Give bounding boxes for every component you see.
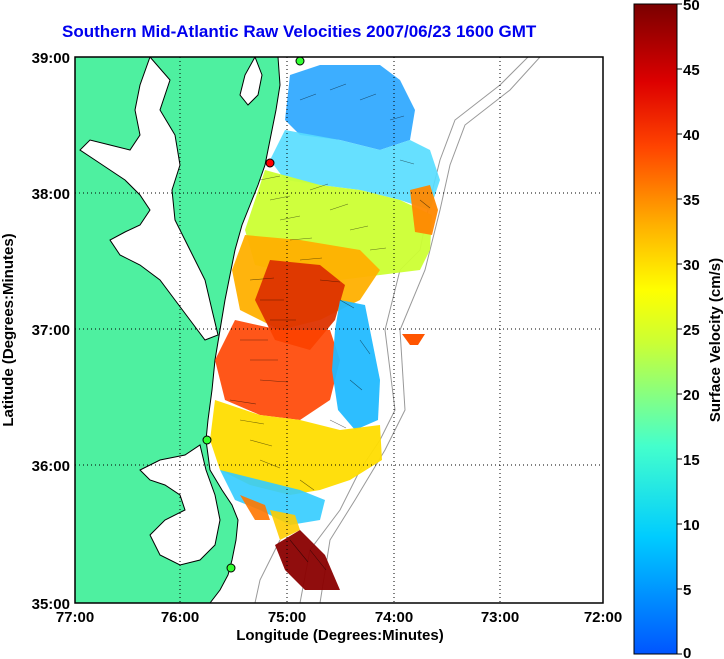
x-axis-label: Longitude (Degrees:Minutes) (236, 627, 444, 644)
colorbar-label: Surface Velocity (cm/s) (707, 258, 724, 422)
colorbar-tick-label: 45 (683, 62, 700, 79)
colorbar-tick-label: 10 (683, 517, 700, 534)
velocity-arrows (229, 83, 431, 571)
x-tick-label: 76:00 (161, 609, 199, 626)
y-tick-label: 36:00 (32, 458, 70, 475)
x-tick-label: 74:00 (375, 609, 413, 626)
x-tick-label: 75:00 (268, 609, 306, 626)
colorbar-tick-label: 30 (683, 257, 700, 274)
colorbar-tick-label: 50 (683, 0, 700, 14)
map-title: Southern Mid-Atlantic Raw Velocities 200… (62, 22, 537, 41)
delaware-bay (239, 57, 263, 106)
y-tick-label: 39:00 (32, 50, 70, 67)
radar-site-marker (295, 57, 305, 66)
colorbar (633, 3, 678, 655)
y-tick-label: 37:00 (32, 322, 70, 339)
y-axis-label: Latitude (Degrees:Minutes) (0, 233, 17, 426)
colorbar-tick-label: 15 (683, 452, 700, 469)
map-frame (74, 56, 604, 604)
chesapeake-bay (79, 57, 219, 341)
radar-site-marker (226, 563, 236, 573)
bathymetry-contours (254, 57, 541, 603)
colorbar-tick-label: 35 (683, 192, 700, 209)
colorbar-tick-label: 25 (683, 322, 700, 339)
gridlines (75, 57, 603, 603)
x-tick-label: 77:00 (56, 609, 94, 626)
y-tick-label: 38:00 (32, 186, 70, 203)
map-area (75, 57, 603, 603)
x-tick-label: 72:00 (584, 609, 622, 626)
colorbar-tick-label: 40 (683, 127, 700, 144)
colorbar-tick-label: 5 (683, 582, 691, 599)
radar-site-marker (202, 435, 212, 445)
colorbar-ticks (677, 3, 682, 655)
velocity-field (210, 65, 440, 590)
y-tick-label: 35:00 (32, 596, 70, 613)
radar-site-marker (265, 158, 275, 168)
colorbar-tick-label: 20 (683, 387, 700, 404)
x-tick-label: 73:00 (481, 609, 519, 626)
colorbar-tick-label: 0 (683, 645, 691, 659)
pamlico-sound (139, 444, 221, 566)
